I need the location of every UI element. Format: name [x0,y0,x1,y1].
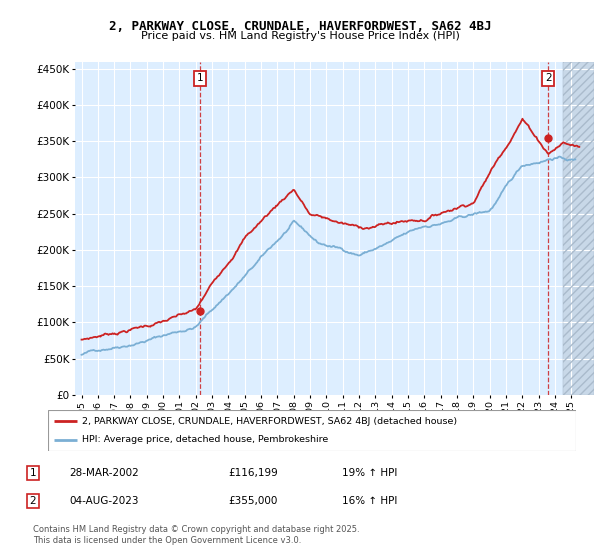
Text: £355,000: £355,000 [228,496,277,506]
Bar [563,62,594,395]
Text: HPI: Average price, detached house, Pembrokeshire: HPI: Average price, detached house, Pemb… [82,436,329,445]
Text: 28-MAR-2002: 28-MAR-2002 [69,468,139,478]
Text: Price paid vs. HM Land Registry's House Price Index (HPI): Price paid vs. HM Land Registry's House … [140,31,460,41]
Text: 19% ↑ HPI: 19% ↑ HPI [342,468,397,478]
Text: 1: 1 [196,73,203,83]
Text: 16% ↑ HPI: 16% ↑ HPI [342,496,397,506]
Text: 2, PARKWAY CLOSE, CRUNDALE, HAVERFORDWEST, SA62 4BJ: 2, PARKWAY CLOSE, CRUNDALE, HAVERFORDWES… [109,20,491,32]
Text: 2, PARKWAY CLOSE, CRUNDALE, HAVERFORDWEST, SA62 4BJ (detached house): 2, PARKWAY CLOSE, CRUNDALE, HAVERFORDWES… [82,417,457,426]
Text: 04-AUG-2023: 04-AUG-2023 [69,496,139,506]
Text: Contains HM Land Registry data © Crown copyright and database right 2025.
This d: Contains HM Land Registry data © Crown c… [33,525,359,545]
FancyBboxPatch shape [48,410,576,451]
Text: 2: 2 [29,496,37,506]
Text: 2: 2 [545,73,551,83]
Bar [563,62,594,395]
Text: £116,199: £116,199 [228,468,278,478]
Text: 1: 1 [29,468,37,478]
